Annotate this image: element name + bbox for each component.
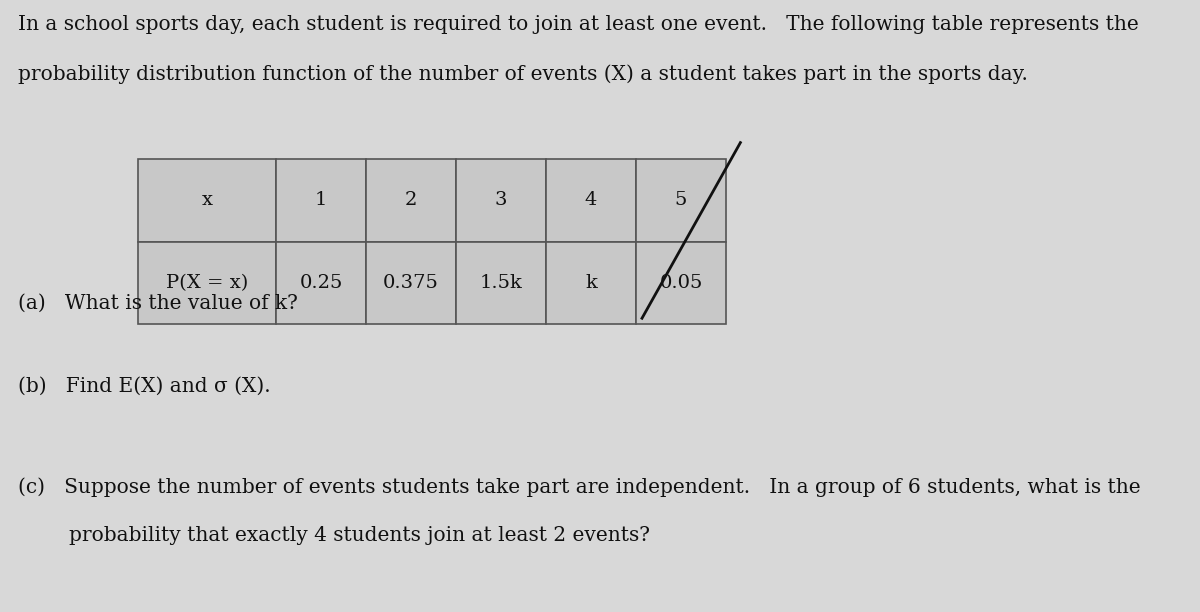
- Text: 4: 4: [584, 192, 598, 209]
- Text: probability that exactly 4 students join at least 2 events?: probability that exactly 4 students join…: [18, 526, 650, 545]
- FancyBboxPatch shape: [546, 242, 636, 324]
- FancyBboxPatch shape: [636, 159, 726, 242]
- FancyBboxPatch shape: [636, 242, 726, 324]
- FancyBboxPatch shape: [366, 242, 456, 324]
- FancyBboxPatch shape: [366, 159, 456, 242]
- Text: 0.05: 0.05: [659, 274, 703, 292]
- Text: k: k: [586, 274, 596, 292]
- FancyBboxPatch shape: [456, 242, 546, 324]
- Text: (b)   Find E(X) and σ (X).: (b) Find E(X) and σ (X).: [18, 376, 271, 395]
- Text: In a school sports day, each student is required to join at least one event.   T: In a school sports day, each student is …: [18, 15, 1139, 34]
- FancyBboxPatch shape: [456, 159, 546, 242]
- FancyBboxPatch shape: [276, 159, 366, 242]
- Text: 3: 3: [494, 192, 508, 209]
- FancyBboxPatch shape: [546, 159, 636, 242]
- Text: 1.5k: 1.5k: [480, 274, 522, 292]
- Text: probability distribution function of the number of events (X) a student takes pa: probability distribution function of the…: [18, 64, 1028, 84]
- Text: 0.25: 0.25: [299, 274, 343, 292]
- Text: (c)   Suppose the number of events students take part are independent.   In a gr: (c) Suppose the number of events student…: [18, 477, 1141, 497]
- FancyBboxPatch shape: [276, 242, 366, 324]
- Text: x: x: [202, 192, 212, 209]
- Text: 2: 2: [404, 192, 418, 209]
- FancyBboxPatch shape: [138, 242, 276, 324]
- Text: (a)   What is the value of k?: (a) What is the value of k?: [18, 294, 298, 313]
- Text: 1: 1: [314, 192, 328, 209]
- FancyBboxPatch shape: [138, 159, 276, 242]
- Text: 5: 5: [674, 192, 688, 209]
- Text: 0.375: 0.375: [383, 274, 439, 292]
- Text: P(X = x): P(X = x): [166, 274, 248, 292]
